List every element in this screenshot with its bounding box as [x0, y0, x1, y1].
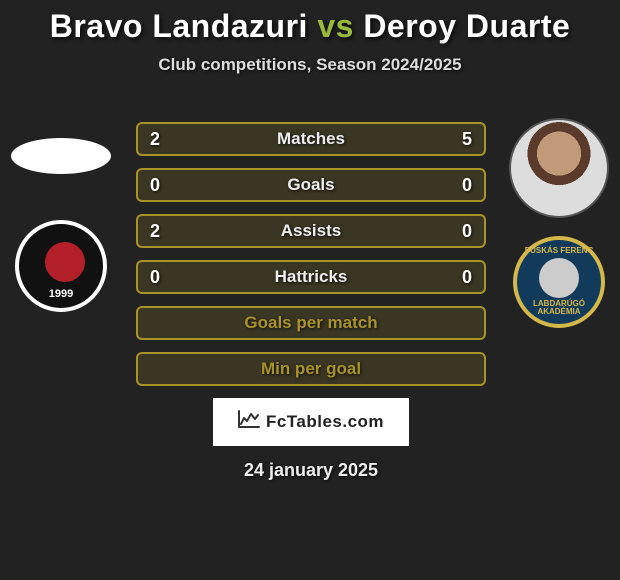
page-title: Bravo Landazuri vs Deroy Duarte — [0, 8, 620, 45]
right-player-column: PUSKÁS FERENC LABDARÚGÓ AKADÉMIA — [504, 118, 614, 328]
stat-row: Goals per match — [136, 306, 486, 340]
stat-row: 2Assists0 — [136, 214, 486, 248]
date-text: 24 january 2025 — [136, 460, 486, 481]
chart-icon — [238, 410, 260, 434]
title-right-player: Deroy Duarte — [363, 8, 570, 44]
attribution-badge: FcTables.com — [213, 398, 409, 446]
right-club-name-top: PUSKÁS FERENC — [525, 247, 593, 256]
stat-row: 2Matches5 — [136, 122, 486, 156]
stat-label: Assists — [138, 221, 484, 241]
stat-label: Hattricks — [138, 267, 484, 287]
comparison-card: Bravo Landazuri vs Deroy Duarte Club com… — [0, 0, 620, 580]
left-club-year: 1999 — [19, 288, 103, 300]
stat-label: Min per goal — [261, 359, 361, 379]
title-left-player: Bravo Landazuri — [50, 8, 308, 44]
right-club-portrait-icon — [539, 258, 579, 298]
right-player-avatar — [509, 118, 609, 218]
stat-label: Goals per match — [244, 313, 377, 333]
stats-list: 2Matches5 0Goals0 2Assists0 0Hattricks0 Goal… — [136, 122, 486, 386]
right-club-logo: PUSKÁS FERENC LABDARÚGÓ AKADÉMIA — [513, 236, 605, 328]
title-vs: vs — [317, 8, 354, 44]
left-club-logo: 1999 — [15, 220, 107, 312]
right-club-name-bottom: LABDARÚGÓ AKADÉMIA — [517, 300, 601, 318]
left-player-avatar — [11, 138, 111, 174]
stat-row: 0Hattricks0 — [136, 260, 486, 294]
left-player-column: 1999 — [6, 118, 116, 312]
attribution-text: FcTables.com — [266, 412, 384, 432]
stat-row: 0Goals0 — [136, 168, 486, 202]
subtitle: Club competitions, Season 2024/2025 — [0, 55, 620, 75]
stat-row: Min per goal — [136, 352, 486, 386]
stats-column: 2Matches5 0Goals0 2Assists0 0Hattricks0 Goal… — [136, 122, 486, 481]
stat-label: Matches — [138, 129, 484, 149]
stat-label: Goals — [138, 175, 484, 195]
